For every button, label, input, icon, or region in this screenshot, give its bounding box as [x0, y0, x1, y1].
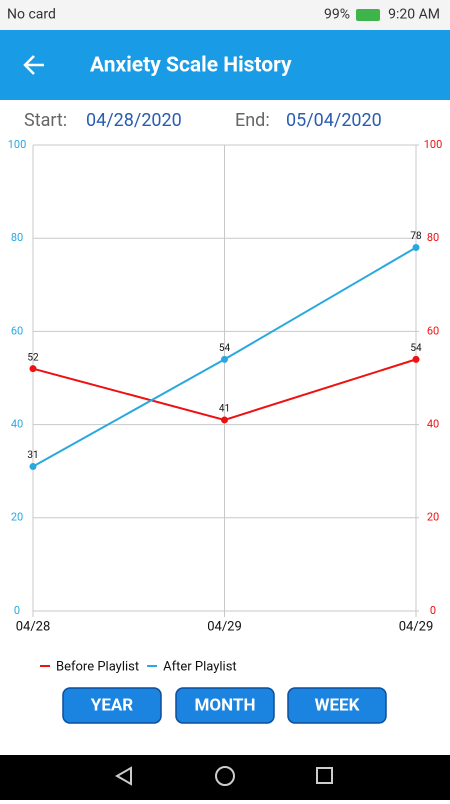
nav-recent[interactable]: [316, 767, 333, 784]
data-label: 52: [27, 352, 39, 363]
x-tick-label: 04/29: [207, 619, 242, 634]
end-date[interactable]: 05/04/2020: [286, 110, 382, 131]
y-tick-label: 60: [11, 324, 23, 337]
data-point: [221, 416, 228, 424]
y-tick-label: 100: [8, 138, 27, 151]
status-bar: [0, 0, 450, 30]
range-button[interactable]: [62, 687, 162, 724]
y-tick-label: 20: [11, 511, 23, 524]
y-tick-label: 80: [11, 231, 23, 244]
data-point: [29, 463, 37, 471]
data-point: [221, 355, 228, 363]
y2-tick-label: 40: [427, 418, 439, 431]
nav-back[interactable]: [114, 766, 132, 786]
nav-home[interactable]: [215, 766, 235, 786]
legend-label: After Playlist: [163, 659, 237, 674]
data-label: 31: [27, 450, 38, 461]
battery-icon: [356, 9, 380, 21]
start-date[interactable]: 04/28/2020: [86, 110, 182, 131]
y2-tick-label: 100: [424, 138, 443, 151]
nav-bar: [0, 755, 450, 800]
data-label: 54: [219, 343, 231, 354]
app-bar: [0, 30, 450, 100]
range-button-label[interactable]: YEAR: [91, 695, 134, 715]
range-buttons: YEAR MONTH WEEK: [62, 687, 387, 724]
end-label: End:: [235, 110, 270, 131]
y2-tick-label: 80: [427, 231, 439, 244]
range-button[interactable]: [175, 687, 275, 724]
chart: 0 20 40 60 80 100 0 20 40 60 80 100 04/28 04/29 04/29 5…: [8, 138, 443, 675]
data-point: [29, 365, 37, 373]
back-button[interactable]: [23, 55, 44, 75]
start-label: Start:: [24, 110, 67, 131]
range-button-label[interactable]: WEEK: [315, 695, 360, 715]
x-tick-label: 04/28: [16, 619, 51, 634]
data-label: 41: [219, 404, 230, 415]
y2-tick-label: 60: [427, 324, 439, 337]
y-tick-label: 0: [14, 604, 20, 617]
legend-label: Before Playlist: [56, 659, 139, 674]
range-button-label[interactable]: MONTH: [195, 695, 256, 715]
y2-tick-label: 20: [427, 511, 439, 524]
range-button[interactable]: [287, 687, 387, 724]
screen-title: Anxiety Scale History: [90, 54, 292, 78]
y-tick-label: 40: [11, 418, 23, 431]
data-point: [412, 244, 420, 252]
data-label: 78: [410, 231, 422, 242]
battery: 99%: [324, 7, 350, 23]
y2-tick-label: 0: [430, 604, 436, 617]
data-point: [412, 355, 420, 363]
data-label: 54: [410, 343, 422, 354]
carrier: No card: [7, 7, 56, 23]
x-tick-label: 04/29: [399, 619, 434, 634]
clock: 9:20 AM: [388, 7, 440, 23]
